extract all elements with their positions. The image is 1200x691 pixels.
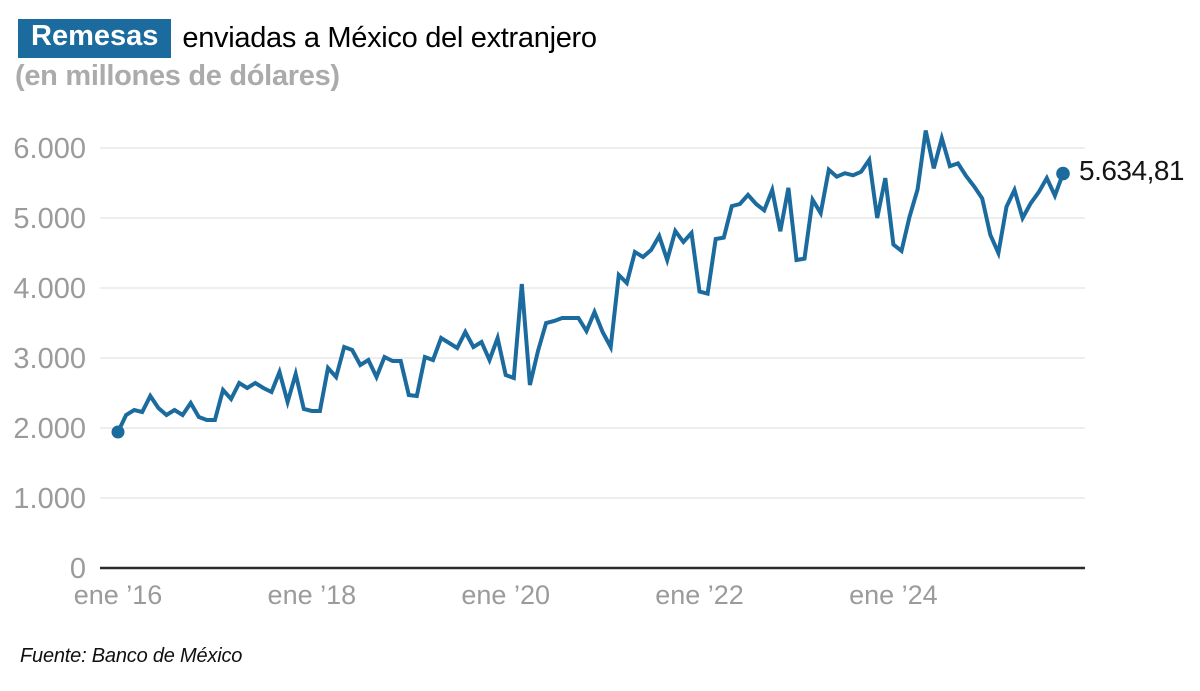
x-tick-label: ene ’18 <box>268 580 357 610</box>
y-tick-label: 3.000 <box>13 343 86 375</box>
x-tick-label: ene ’16 <box>74 580 163 610</box>
title-badge: Remesas <box>18 19 172 58</box>
source-note: Fuente: Banco de México <box>20 645 243 667</box>
x-tick-label: ene ’24 <box>849 580 938 610</box>
title-text: enviadas a México del extranjero <box>182 21 597 54</box>
y-tick-label: 6.000 <box>13 133 86 165</box>
y-tick-label: 4.000 <box>13 273 86 305</box>
chart-subtitle: (en millones de dólares) <box>15 60 340 92</box>
y-tick-label: 5.000 <box>13 203 86 235</box>
last-value-label: 5.634,81 <box>1079 155 1185 186</box>
chart-header: Remesas enviadas a México del extranjero <box>18 19 597 58</box>
end-point-dot <box>1056 166 1070 181</box>
series-line <box>116 130 1065 434</box>
y-tick-label: 1.000 <box>13 483 86 515</box>
start-point-dot <box>111 425 125 439</box>
y-tick-label: 2.000 <box>13 413 86 445</box>
y-tick-label: 0 <box>70 553 86 585</box>
x-tick-label: ene ’20 <box>461 580 550 610</box>
x-tick-label: ene ’22 <box>655 580 744 610</box>
